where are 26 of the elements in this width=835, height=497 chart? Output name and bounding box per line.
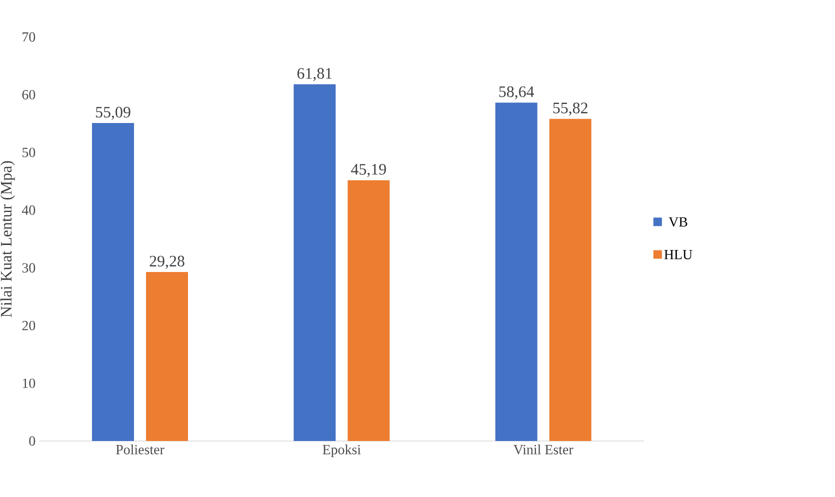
y-axis-title: Nilai Kuat Lentur (Mpa) [0,161,15,318]
data-label: 45,19 [351,164,386,177]
y-tick-label: 50 [22,148,36,158]
data-label: 29,28 [150,256,184,269]
x-tick-label: Vinil Ester [514,444,574,454]
y-tick-label: 20 [22,320,36,330]
data-label: 55,09 [96,106,130,120]
bar [92,123,134,441]
y-tick-label: 30 [22,263,36,273]
y-tick-label: 70 [22,32,36,42]
y-tick-label: 10 [22,378,36,388]
y-tick-label: 60 [22,90,36,100]
bar [146,272,188,441]
bar [348,180,390,441]
data-label: 61,81 [297,68,332,82]
y-tick-label: 0 [29,436,36,446]
bar [294,84,336,441]
legend-label: HLU [664,250,692,260]
data-label: 58,64 [499,86,534,100]
x-tick-label: Epoksi [322,444,361,458]
legend-label: VB [668,217,688,227]
y-tick-label: 40 [22,205,36,215]
bar [549,118,592,441]
bar [495,102,538,441]
x-tick-label: Poliester [116,444,164,454]
data-label: 55,82 [553,102,588,116]
